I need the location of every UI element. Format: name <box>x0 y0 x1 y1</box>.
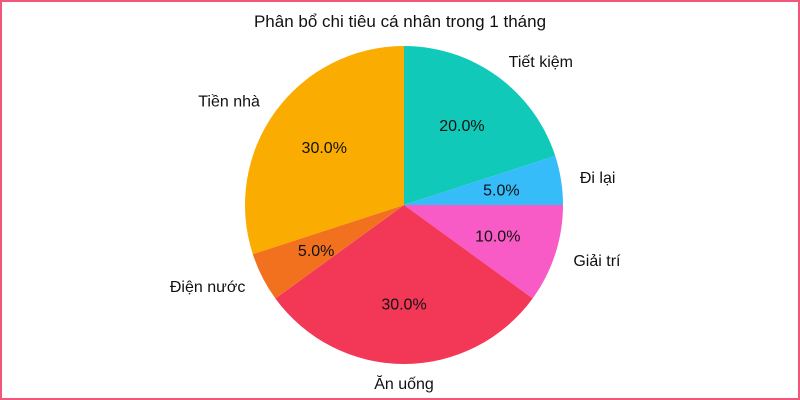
slice-label-di-lai: Đi lại <box>580 170 616 187</box>
slice-giai-tri <box>404 205 563 299</box>
pct-label-di-lai: 5.0% <box>483 183 519 200</box>
slice-label-dien-nuoc: Điện nước <box>170 279 245 296</box>
slice-tiet-kiem <box>404 46 556 205</box>
slice-tien-nha <box>245 46 404 255</box>
slice-an-uong <box>275 205 533 365</box>
pie-labels: 20.0% Tiết kiệm 5.0% Đi lại 10.0% Giải trí 30.… <box>170 54 621 393</box>
pct-label-dien-nuoc: 5.0% <box>298 243 334 260</box>
slice-label-tien-nha: Tiền nhà <box>198 93 260 110</box>
slice-dien-nuoc <box>252 205 404 299</box>
slice-label-giai-tri: Giải trí <box>573 253 621 270</box>
chart-title: Phân bổ chi tiêu cá nhân trong 1 tháng <box>253 12 547 31</box>
slice-label-tiet-kiem: Tiết kiệm <box>509 54 573 71</box>
pct-label-tiet-kiem: 20.0% <box>439 118 484 135</box>
pct-label-giai-tri: 10.0% <box>475 228 520 245</box>
pct-label-tien-nha: 30.0% <box>302 140 347 157</box>
pie-slices <box>245 46 563 365</box>
slice-di-lai <box>404 155 563 205</box>
pct-label-an-uong: 30.0% <box>381 297 426 314</box>
slice-label-an-uong: Ăn uống <box>374 374 434 393</box>
